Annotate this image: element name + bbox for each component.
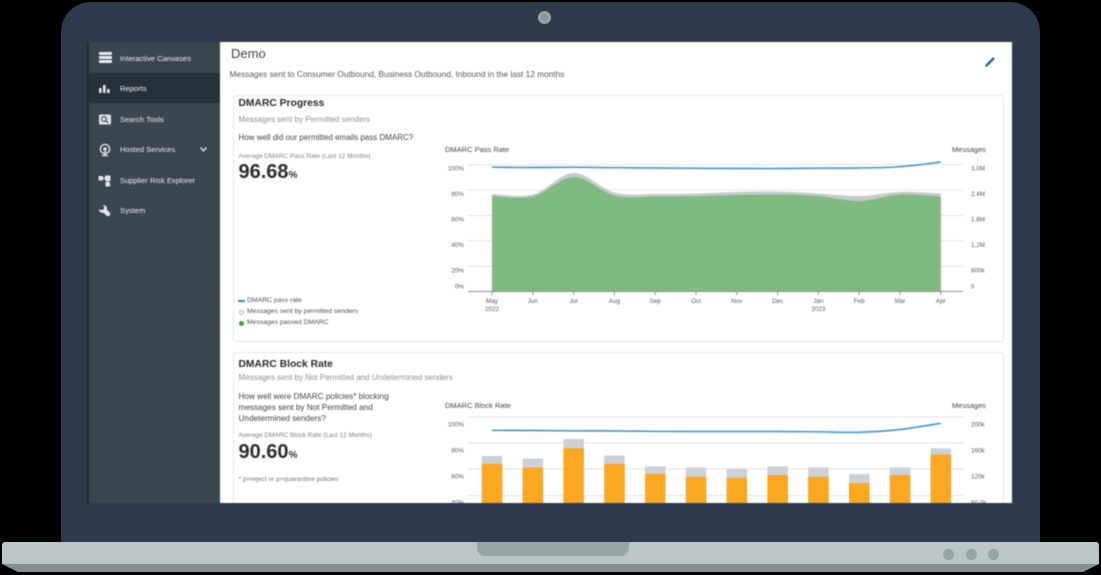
- svg-text:Messages: Messages: [952, 401, 986, 410]
- svg-text:60%: 60%: [451, 217, 464, 224]
- svg-text:80%: 80%: [451, 448, 464, 455]
- svg-text:3.0M: 3.0M: [971, 166, 985, 173]
- svg-text:40%: 40%: [451, 500, 464, 504]
- svg-text:Dec: Dec: [772, 298, 783, 305]
- svg-text:120k: 120k: [971, 474, 986, 481]
- svg-text:Mar: Mar: [895, 298, 906, 305]
- svg-text:600k: 600k: [971, 268, 986, 275]
- svg-text:Feb: Feb: [854, 298, 865, 305]
- svg-text:100%: 100%: [448, 166, 465, 173]
- svg-text:160k: 160k: [971, 448, 986, 455]
- svg-text:2023: 2023: [811, 306, 826, 313]
- svg-text:Aug: Aug: [609, 298, 621, 305]
- svg-text:Messages: Messages: [952, 145, 986, 154]
- svg-text:60%: 60%: [451, 474, 464, 481]
- svg-text:1.2M: 1.2M: [971, 242, 985, 249]
- svg-text:1.8M: 1.8M: [971, 217, 985, 224]
- svg-text:Jun: Jun: [528, 298, 539, 305]
- svg-text:Jan: Jan: [813, 298, 824, 305]
- svg-text:100%: 100%: [448, 422, 465, 429]
- svg-text:0: 0: [971, 284, 975, 291]
- svg-text:80%: 80%: [451, 191, 464, 198]
- svg-text:Oct: Oct: [691, 298, 701, 305]
- svg-text:80.0k: 80.0k: [971, 500, 987, 504]
- svg-text:200k: 200k: [971, 422, 986, 429]
- svg-text:40%: 40%: [451, 242, 464, 249]
- svg-text:0%: 0%: [455, 284, 465, 291]
- svg-text:Apr: Apr: [936, 298, 946, 305]
- svg-text:20%: 20%: [451, 268, 464, 275]
- svg-text:Jul: Jul: [570, 298, 578, 305]
- svg-text:2022: 2022: [485, 306, 500, 313]
- svg-text:Sep: Sep: [650, 298, 662, 305]
- svg-text:DMARC Pass Rate: DMARC Pass Rate: [445, 145, 509, 154]
- svg-text:DMARC Block Rate: DMARC Block Rate: [445, 401, 511, 410]
- svg-text:Nov: Nov: [731, 298, 743, 305]
- svg-text:2.4M: 2.4M: [971, 191, 985, 198]
- svg-text:May: May: [486, 298, 499, 305]
